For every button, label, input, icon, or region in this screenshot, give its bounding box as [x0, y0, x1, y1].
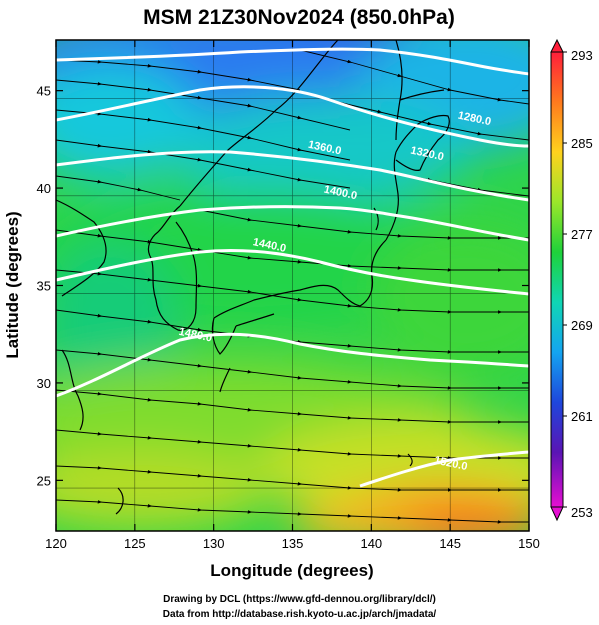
- colorbar-bottom-arrow: [550, 506, 564, 522]
- x-ticks: 120 125 130 135 140 145 150: [45, 40, 540, 551]
- x-tick-label: 125: [124, 536, 146, 551]
- colorbar: 293 285 277 269 261 253: [550, 38, 593, 522]
- colorbar-gradient: [550, 51, 564, 508]
- colorbar-label: 293: [571, 48, 593, 63]
- x-axis-label: Longitude (degrees): [210, 561, 373, 580]
- colorbar-ticks: 293 285 277 269 261 253: [563, 48, 593, 520]
- x-tick-label: 130: [203, 536, 225, 551]
- map-plot-area: 1280.01320.01360.01400.01440.01480.01520…: [56, 40, 529, 531]
- wind-streamlines: [56, 49, 529, 524]
- colorbar-top-arrow: [550, 38, 564, 53]
- colorbar-label: 277: [571, 227, 593, 242]
- y-tick-label: 30: [37, 376, 51, 391]
- credit-dcl: Drawing by DCL (https://www.gfd-dennou.o…: [163, 594, 436, 605]
- colorbar-label: 253: [571, 505, 593, 520]
- colorbar-label: 261: [571, 409, 593, 424]
- y-tick-label: 40: [37, 181, 51, 196]
- x-tick-label: 150: [518, 536, 540, 551]
- x-tick-label: 145: [439, 536, 461, 551]
- map-title: MSM 21Z30Nov2024 (850.0hPa): [143, 6, 455, 29]
- x-tick-label: 140: [360, 536, 382, 551]
- colorbar-label: 285: [571, 136, 593, 151]
- y-tick-label: 45: [37, 84, 51, 99]
- y-tick-label: 35: [37, 279, 51, 294]
- credit-data-source: Data from http://database.rish.kyoto-u.a…: [162, 609, 437, 620]
- x-tick-label: 120: [45, 536, 67, 551]
- height-contours: [56, 47, 529, 488]
- y-axis-label: Latitude (degrees): [3, 211, 22, 358]
- colorbar-label: 269: [571, 318, 593, 333]
- y-tick-label: 25: [37, 473, 51, 488]
- y-ticks: 25 30 35 40 45: [37, 84, 529, 488]
- x-tick-label: 135: [282, 536, 304, 551]
